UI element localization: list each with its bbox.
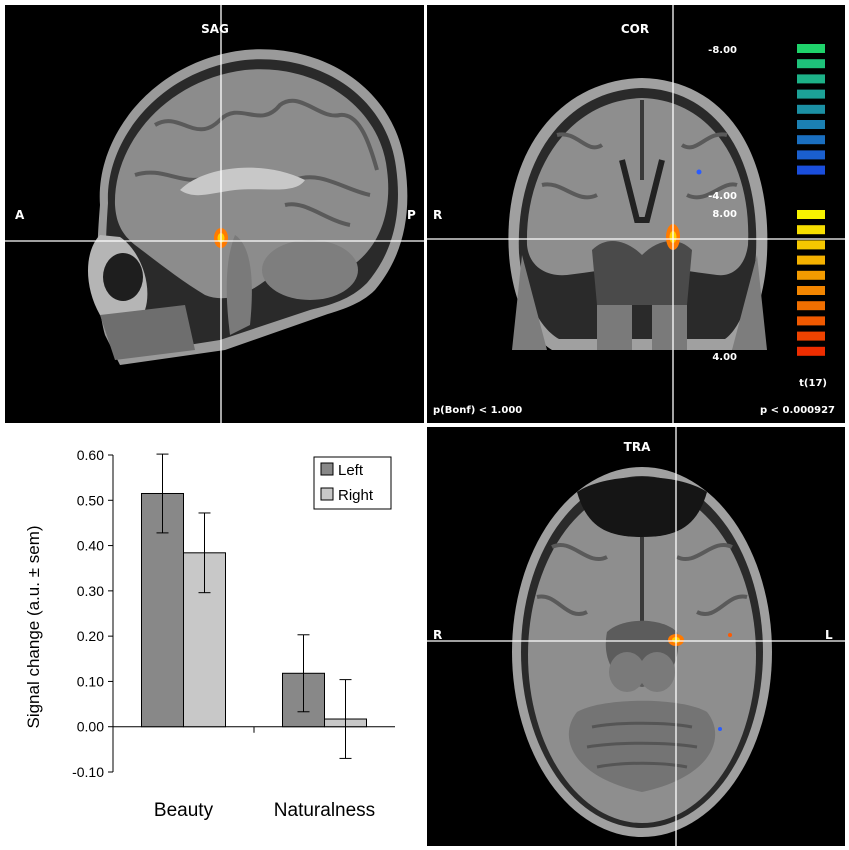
legend-swatch-left [320, 462, 334, 476]
transverse-view-panel: TRA R L [427, 427, 845, 846]
signal-change-bar-chart: Signal change (a.u. ± sem) 0.60 0.50 0.40 0… [5, 427, 424, 846]
transverse-left-label: R [433, 628, 442, 642]
colorbar-swatch-neg-6 [797, 135, 825, 145]
sagittal-title: SAG [201, 22, 229, 36]
coronal-brain-image [508, 78, 768, 350]
x-category-label-beauty: Beauty [154, 800, 214, 821]
y-tick-label-5: 0.10 [77, 673, 104, 689]
y-tick-label-1: 0.50 [77, 492, 104, 508]
colorbar-label-top: -8.00 [708, 45, 737, 56]
sagittal-view-panel: SAG A P [5, 5, 424, 423]
colorbar-swatch-pos-7 [797, 316, 825, 326]
colorbar-swatch-pos-2 [797, 240, 825, 250]
colorbar-swatch-neg-4 [797, 104, 825, 114]
y-tick-label-2: 0.40 [77, 538, 104, 554]
colorbar-label-bottom: 4.00 [712, 352, 737, 363]
coronal-left-label: R [433, 208, 442, 222]
colorbar-swatch-neg-7 [797, 150, 825, 160]
legend-label-right: Right [338, 487, 374, 504]
sagittal-right-label: P [407, 208, 416, 222]
y-tick-label-7: -0.10 [72, 764, 104, 780]
colorbar-swatch-pos-3 [797, 255, 825, 265]
y-tick-label-3: 0.30 [77, 583, 104, 599]
transverse-brain-image [512, 467, 772, 837]
y-axis-label: Signal change (a.u. ± sem) [24, 525, 43, 728]
coronal-title: COR [621, 22, 649, 36]
statistic-colorbar [797, 44, 825, 356]
colorbar-label-neg-end: -4.00 [708, 191, 737, 202]
colorbar-swatch-neg-1 [797, 59, 825, 69]
colorbar-swatch-neg-2 [797, 74, 825, 84]
coronal-footer-right: p < 0.000927 [760, 405, 835, 416]
colorbar-swatch-pos-0 [797, 210, 825, 219]
colorbar-swatch-neg-5 [797, 120, 825, 129]
colorbar-swatch-pos-8 [797, 331, 825, 341]
coronal-footer-left: p(Bonf) < 1.000 [433, 405, 522, 416]
legend-label-left: Left [338, 462, 364, 479]
y-tick-label-4: 0.20 [77, 628, 104, 644]
y-tick-label-6: 0.00 [77, 719, 104, 735]
sagittal-left-label: A [15, 208, 25, 222]
colorbar-label-pos-start: 8.00 [712, 209, 737, 220]
coronal-view-panel: COR R -8.00 -4.00 8.00 4.00 t(17) p(Bonf… [427, 5, 845, 423]
colorbar-stat-label: t(17) [799, 378, 827, 389]
colorbar-swatch-neg-0 [797, 44, 825, 53]
legend-swatch-right [320, 487, 334, 501]
transverse-right-label: L [825, 628, 833, 642]
colorbar-swatch-pos-1 [797, 225, 825, 235]
sagittal-brain-image [87, 49, 408, 365]
transverse-title: TRA [624, 440, 651, 454]
colorbar-swatch-neg-3 [797, 89, 825, 99]
colorbar-swatch-pos-5 [797, 286, 825, 295]
x-category-label-naturalness: Naturalness [274, 800, 375, 821]
colorbar-swatch-pos-4 [797, 270, 825, 280]
colorbar-swatch-pos-6 [797, 301, 825, 311]
y-tick-label-0: 0.60 [77, 447, 104, 463]
chart-legend: Left Right [313, 456, 392, 510]
colorbar-swatch-pos-9 [797, 346, 825, 356]
colorbar-swatch-neg-8 [797, 165, 825, 175]
